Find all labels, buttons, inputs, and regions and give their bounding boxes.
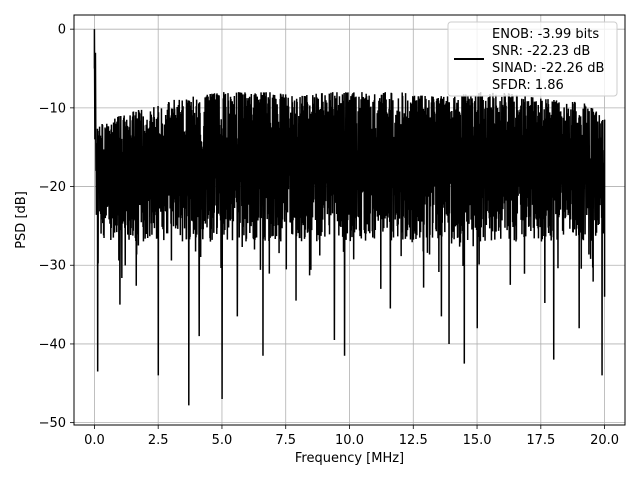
x-tick-label: 7.5 (275, 433, 296, 448)
y-axis: 0 −10 −20 −30 −40 −50 (39, 23, 74, 431)
psd-series-line (93, 29, 606, 406)
x-tick-label: 10.0 (335, 433, 364, 448)
y-axis-label: PSD [dB] (14, 191, 29, 249)
plot-area (93, 29, 606, 406)
x-tick-label: 20.0 (590, 433, 619, 448)
y-tick-label: −10 (39, 101, 66, 116)
legend: ENOB: -3.99 bits SNR: -22.23 dB SINAD: -… (447, 21, 618, 97)
x-tick-label: 0.0 (84, 433, 105, 448)
x-tick-label: 2.5 (148, 433, 169, 448)
x-tick-label: 17.5 (526, 433, 555, 448)
legend-entry-enob: ENOB: -3.99 bits (492, 27, 599, 42)
y-tick-label: 0 (58, 23, 66, 38)
x-axis: 0.0 2.5 5.0 7.5 10.0 12.5 15.0 17.5 20.0 (84, 425, 619, 448)
legend-box (447, 21, 618, 97)
x-tick-label: 15.0 (463, 433, 492, 448)
y-tick-label: −30 (39, 259, 66, 274)
x-tick-label: 5.0 (212, 433, 233, 448)
x-axis-label: Frequency [MHz] (295, 451, 404, 466)
legend-entry-sfdr: SFDR: 1.86 (492, 78, 564, 93)
y-tick-label: −40 (39, 337, 66, 352)
y-tick-label: −50 (39, 416, 66, 431)
legend-entry-snr: SNR: -22.23 dB (492, 44, 590, 59)
y-tick-label: −20 (39, 180, 66, 195)
x-tick-label: 12.5 (399, 433, 428, 448)
legend-entry-sinad: SINAD: -22.26 dB (492, 61, 604, 76)
